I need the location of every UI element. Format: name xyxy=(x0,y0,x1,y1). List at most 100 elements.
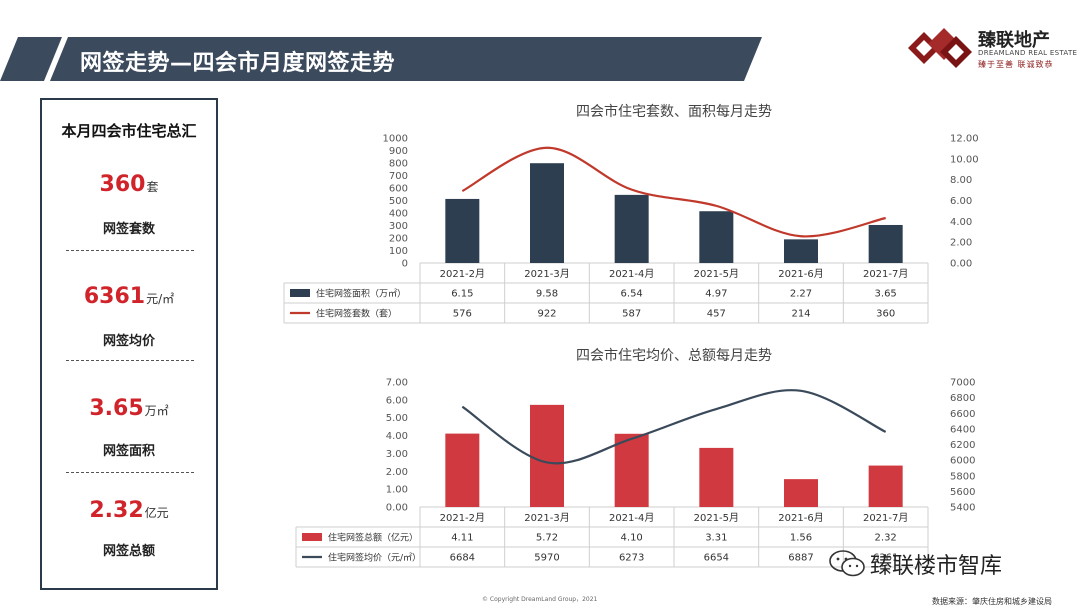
title-banner-shape xyxy=(0,37,762,81)
table-value-line: 576 xyxy=(453,309,472,320)
table-value-bar: 6.54 xyxy=(621,289,643,300)
y-right-tick-label: 6200 xyxy=(950,440,975,451)
table-value-bar: 2.27 xyxy=(790,289,812,300)
kpi-label: 网签面积 xyxy=(102,444,155,459)
y-left-tick-label: 3.00 xyxy=(386,449,408,460)
chart-title: 四会市住宅套数、面积每月走势 xyxy=(576,103,772,119)
bar xyxy=(530,163,564,263)
table-value-line: 457 xyxy=(707,309,726,320)
x-tick-label: 2021-7月 xyxy=(863,512,908,524)
y-left-tick-label: 300 xyxy=(389,221,408,232)
brand-logo: 臻联地产 DREAMLAND REAL ESTATE 臻于至善 联诚致恭 xyxy=(906,22,1078,72)
legend-label-bar: 住宅网签面积（万㎡） xyxy=(316,288,406,300)
y-left-tick-label: 800 xyxy=(389,159,408,170)
wechat-icon xyxy=(829,550,865,577)
table-value-line: 922 xyxy=(537,309,556,320)
chart-title: 四会市住宅均价、总额每月走势 xyxy=(576,347,772,363)
table-value-line: 6361 xyxy=(873,553,898,564)
y-right-tick-label: 2.00 xyxy=(950,238,972,249)
wechat-account: 臻联楼市智库 xyxy=(870,554,1003,579)
kpi-value: 3.65 xyxy=(89,396,144,421)
kpi-units: 360套 xyxy=(42,172,216,197)
table-value-bar: 2.32 xyxy=(875,533,897,544)
y-right-tick-label: 5800 xyxy=(950,471,975,482)
y-left-tick-label: 7.00 xyxy=(386,378,408,389)
x-tick-label: 2021-5月 xyxy=(694,512,739,524)
legend-label-line: 住宅网签套数（套） xyxy=(316,308,397,320)
y-left-tick-label: 1000 xyxy=(383,134,408,145)
page-title: 网签走势—四会市月度网签走势 xyxy=(80,51,396,76)
bar xyxy=(868,224,903,263)
bar xyxy=(445,198,480,263)
table-value-bar: 3.65 xyxy=(875,289,897,300)
x-tick-label: 2021-2月 xyxy=(440,512,485,524)
table-value-bar: 5.72 xyxy=(536,533,558,544)
kpi-unit: 万㎡ xyxy=(144,404,169,418)
data-source: 数据来源：肇庆住房和城乡建设局 xyxy=(932,597,1052,606)
kpi-avg-price: 6361元/㎡ xyxy=(42,284,216,309)
logo-english: DREAMLAND REAL ESTATE xyxy=(978,49,1078,57)
table-value-line: 5970 xyxy=(534,553,559,564)
x-tick-label: 2021-6月 xyxy=(778,268,823,280)
kpi-label: 网签总额 xyxy=(102,544,155,559)
bar xyxy=(699,447,734,507)
kpi-unit: 亿元 xyxy=(144,506,169,520)
series-line xyxy=(461,389,887,465)
divider xyxy=(66,250,194,251)
kpi-area: 3.65万㎡ xyxy=(42,396,216,421)
y-left-tick-label: 4.00 xyxy=(386,431,408,442)
bar xyxy=(530,404,564,507)
y-right-tick-label: 6.00 xyxy=(950,196,972,207)
table-value-bar: 6.15 xyxy=(451,289,473,300)
kpi-label: 网签均价 xyxy=(102,334,155,349)
x-tick-label: 2021-6月 xyxy=(778,512,823,524)
x-tick-label: 2021-7月 xyxy=(863,268,908,280)
logo-slogan: 臻于至善 联诚致恭 xyxy=(978,60,1054,69)
x-tick-label: 2021-5月 xyxy=(694,268,739,280)
kpi-label: 网签套数 xyxy=(102,222,155,237)
y-right-tick-label: 12.00 xyxy=(950,134,979,145)
y-right-tick-label: 10.00 xyxy=(950,154,979,165)
y-right-tick-label: 6800 xyxy=(950,393,975,404)
bar xyxy=(784,479,818,507)
y-left-tick-label: 0 xyxy=(402,259,408,270)
x-tick-label: 2021-4月 xyxy=(609,512,654,524)
x-tick-label: 2021-4月 xyxy=(609,268,654,280)
logo-name: 臻联地产 xyxy=(978,30,1050,51)
bar xyxy=(614,194,649,263)
table-value-line: 6887 xyxy=(788,553,813,564)
y-right-tick-label: 8.00 xyxy=(950,175,972,186)
table-value-line: 214 xyxy=(791,309,810,320)
table-value-line: 6654 xyxy=(704,553,729,564)
legend-label-bar: 住宅网签总额（亿元） xyxy=(328,532,418,544)
table-value-bar: 9.58 xyxy=(536,289,558,300)
y-right-tick-label: 6000 xyxy=(950,456,975,467)
bar xyxy=(445,433,480,507)
y-left-tick-label: 400 xyxy=(389,209,408,220)
y-left-tick-label: 6.00 xyxy=(386,395,408,406)
y-left-tick-label: 700 xyxy=(389,171,408,182)
table-value-bar: 4.11 xyxy=(451,533,473,544)
table-value-line: 6684 xyxy=(450,553,475,564)
series-line xyxy=(461,146,886,238)
copyright: © Copyright DreamLand Group，2021 xyxy=(482,596,598,603)
divider xyxy=(66,360,194,361)
kpi-value: 2.32 xyxy=(89,498,144,523)
y-left-tick-label: 200 xyxy=(389,234,408,245)
logo-mark-icon xyxy=(908,28,972,68)
table-value-bar: 4.97 xyxy=(705,289,727,300)
x-tick-label: 2021-3月 xyxy=(524,512,569,524)
legend-swatch-bar xyxy=(302,533,322,541)
y-right-tick-label: 5400 xyxy=(950,503,975,514)
bar xyxy=(614,433,649,507)
y-right-tick-label: 6600 xyxy=(950,409,975,420)
chart-price-total: 四会市住宅均价、总额每月走势 0.00 1.00 2.00 3.00 4.00 5.00 6.… xyxy=(280,340,980,580)
y-left-tick-label: 600 xyxy=(389,184,408,195)
table-value-line: 587 xyxy=(622,309,641,320)
y-left-tick-label: 500 xyxy=(389,196,408,207)
x-tick-label: 2021-3月 xyxy=(524,268,569,280)
kpi-value: 6361 xyxy=(83,284,146,309)
title-banner: 网签走势—四会市月度网签走势 xyxy=(0,37,762,81)
table-value-line: 6273 xyxy=(619,553,644,564)
